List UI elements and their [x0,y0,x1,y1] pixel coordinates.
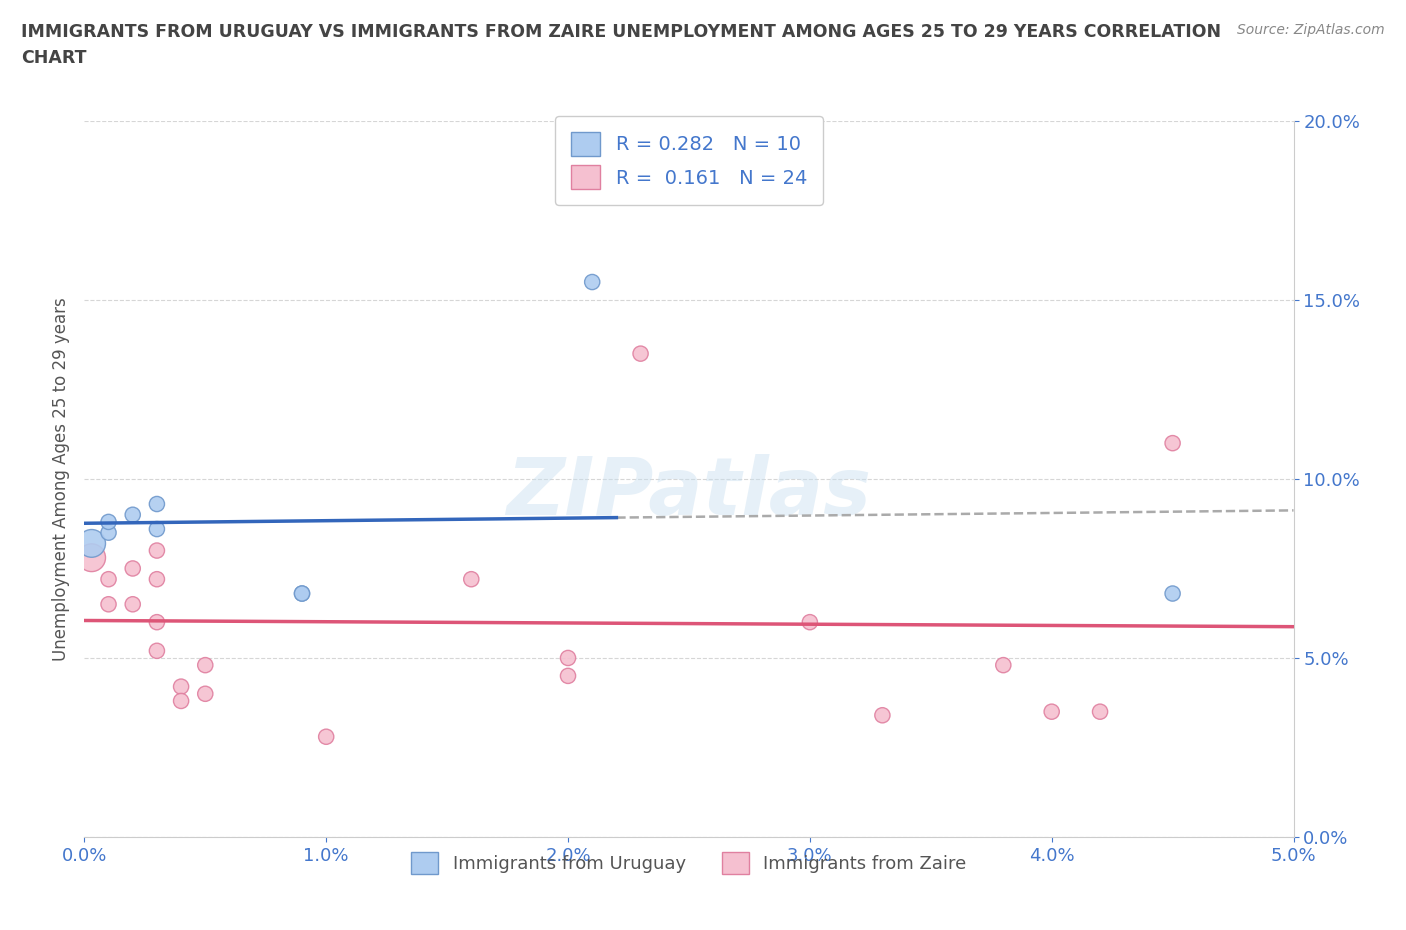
Point [630,346,652,361]
Text: Source: ZipAtlas.com: Source: ZipAtlas.com [1237,23,1385,37]
Text: CHART: CHART [21,49,87,67]
Point [80,551,103,565]
Point [146,615,169,630]
Y-axis label: Unemployment Among Ages 25 to 29 years: Unemployment Among Ages 25 to 29 years [52,297,70,661]
Point [146,644,169,658]
Point [557,651,579,666]
Point [1040,704,1063,719]
Point [121,508,143,523]
Point [146,572,169,587]
Point [993,658,1015,672]
Point [291,586,314,601]
Point [1088,704,1111,719]
Legend: Immigrants from Uruguay, Immigrants from Zaire: Immigrants from Uruguay, Immigrants from… [404,845,974,882]
Point [1161,586,1184,601]
Point [581,274,603,289]
Point [146,497,169,512]
Text: ZIPatlas: ZIPatlas [506,454,872,532]
Point [291,586,314,601]
Point [121,561,143,576]
Point [1161,435,1184,451]
Point [557,669,579,684]
Point [799,615,821,630]
Point [460,572,482,587]
Point [146,522,169,537]
Point [872,708,894,723]
Point [194,686,217,701]
Point [315,729,337,744]
Point [97,572,120,587]
Point [97,525,120,540]
Point [121,597,143,612]
Point [80,536,103,551]
Point [170,694,193,709]
Point [194,658,217,672]
Point [97,514,120,529]
Point [170,679,193,694]
Point [97,597,120,612]
Text: IMMIGRANTS FROM URUGUAY VS IMMIGRANTS FROM ZAIRE UNEMPLOYMENT AMONG AGES 25 TO 2: IMMIGRANTS FROM URUGUAY VS IMMIGRANTS FR… [21,23,1222,41]
Point [146,543,169,558]
